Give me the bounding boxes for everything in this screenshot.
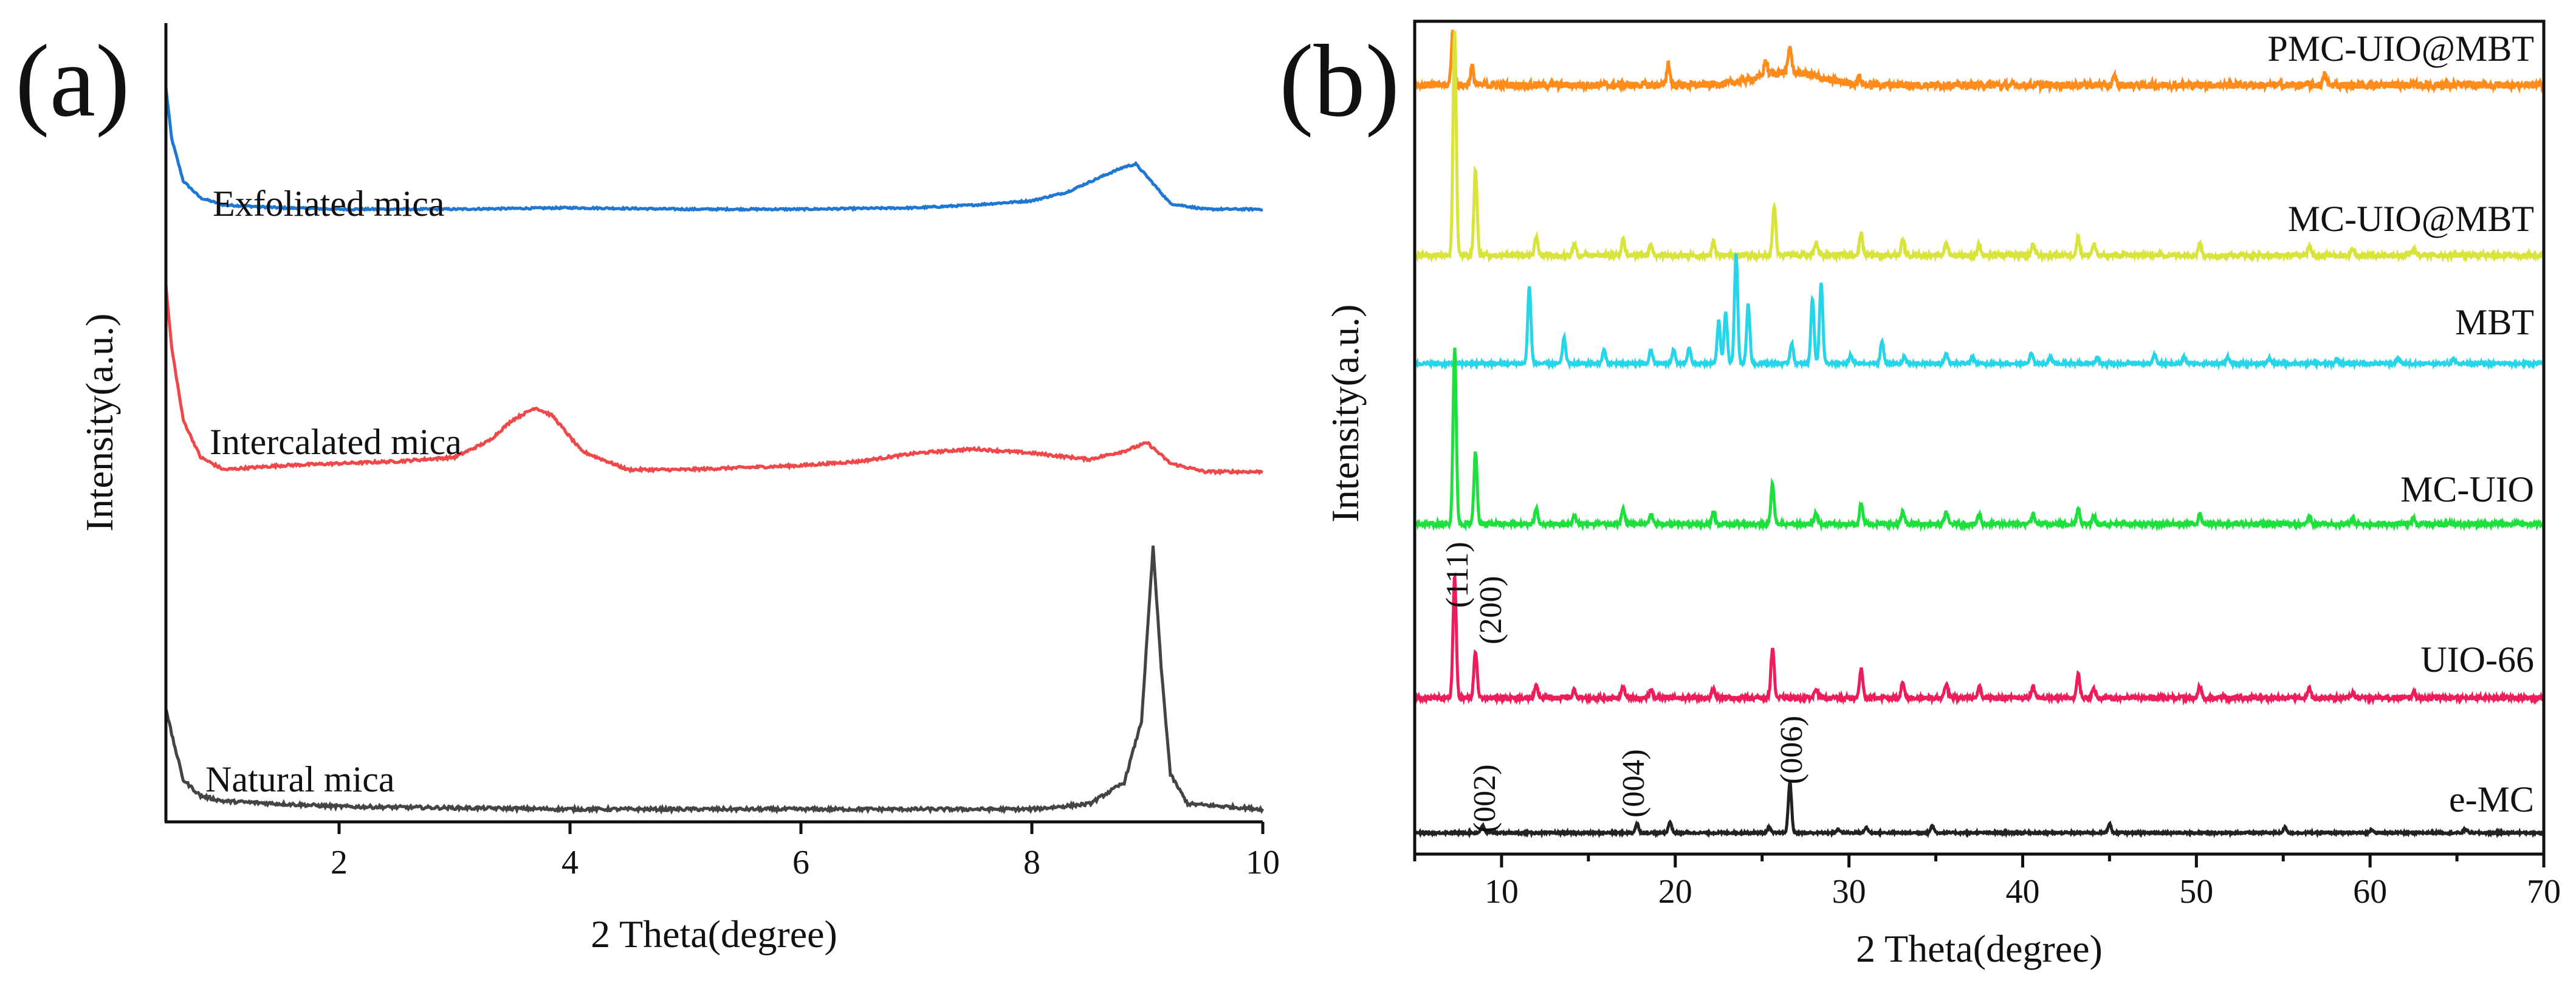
panel-a-tick-label-10: 10 bbox=[1246, 844, 1280, 881]
panel-a-tag: (a) bbox=[15, 24, 130, 138]
panel-b-x-ticks: 10 20 30 40 50 60 70 bbox=[1413, 854, 2561, 911]
annotation-006: (006) bbox=[1774, 715, 1809, 784]
label-mc-uio-mbt: MC-UIO@MBT bbox=[2288, 199, 2534, 239]
annotation-004: (004) bbox=[1616, 749, 1651, 818]
series-line-mc-uio bbox=[1413, 347, 2545, 533]
panel-a: (a) 2 4 6 8 10 Exfoliated mica Intercalated … bbox=[15, 23, 1280, 956]
panel-b-tick-label-30: 30 bbox=[1832, 873, 1866, 911]
panel-a-tick-label-6: 6 bbox=[792, 844, 809, 881]
annotation-200: (200) bbox=[1474, 576, 1508, 644]
label-intercalated-mica: Intercalated mica bbox=[210, 422, 462, 462]
panel-a-series-group bbox=[164, 87, 1265, 815]
panel-b-tick-label-20: 20 bbox=[1658, 873, 1692, 911]
panel-b-tick-label-50: 50 bbox=[2179, 873, 2213, 911]
series-line-mc-uio-mbt bbox=[1413, 30, 2545, 264]
series-line-uio-66 bbox=[1413, 571, 2545, 706]
annotation-111: (111) bbox=[1440, 542, 1475, 608]
panel-a-x-title: 2 Theta(degree) bbox=[591, 912, 837, 956]
panel-b: (b) 10 20 30 40 50 60 70 PMC-UIO@MBT MC-UIO@MB… bbox=[1279, 19, 2561, 970]
series-line-e-mc bbox=[1413, 781, 2545, 839]
label-e-mc: e-MC bbox=[2449, 779, 2534, 819]
label-uio-66: UIO-66 bbox=[2420, 640, 2534, 680]
panel-a-y-title: Intensity(a.u.) bbox=[78, 314, 121, 532]
series-line-natural-mica bbox=[164, 545, 1265, 815]
panel-b-x-title: 2 Theta(degree) bbox=[1856, 927, 2103, 970]
panel-b-y-title: Intensity(a.u.) bbox=[1324, 305, 1367, 523]
panel-b-frame bbox=[1413, 19, 2546, 856]
label-mbt: MBT bbox=[2455, 302, 2534, 342]
panel-a-tick-label-2: 2 bbox=[331, 844, 348, 881]
series-line-mbt bbox=[1413, 253, 2545, 371]
panel-a-x-ticks: 2 4 6 8 10 bbox=[331, 822, 1280, 881]
panel-b-tag: (b) bbox=[1279, 24, 1400, 138]
label-mc-uio: MC-UIO bbox=[2400, 469, 2534, 509]
panel-b-tick-label-70: 70 bbox=[2527, 873, 2561, 911]
label-pmc-uio-mbt: PMC-UIO@MBT bbox=[2267, 29, 2534, 69]
series-line-exfoliated-mica bbox=[164, 87, 1263, 213]
annotation-002: (002) bbox=[1468, 764, 1502, 833]
label-exfoliated-mica: Exfoliated mica bbox=[213, 184, 445, 224]
panel-b-tick-label-10: 10 bbox=[1485, 873, 1519, 911]
panel-a-tick-label-4: 4 bbox=[562, 844, 579, 881]
panel-a-tick-label-8: 8 bbox=[1023, 844, 1040, 881]
series-line-pmc-uio-mbt bbox=[1413, 30, 2545, 95]
panel-b-tick-label-60: 60 bbox=[2353, 873, 2387, 911]
panel-b-tick-label-40: 40 bbox=[2005, 873, 2039, 911]
label-natural-mica: Natural mica bbox=[205, 759, 395, 799]
series-line-intercalated-mica bbox=[164, 284, 1263, 476]
panel-b-series-group bbox=[1413, 30, 2545, 839]
